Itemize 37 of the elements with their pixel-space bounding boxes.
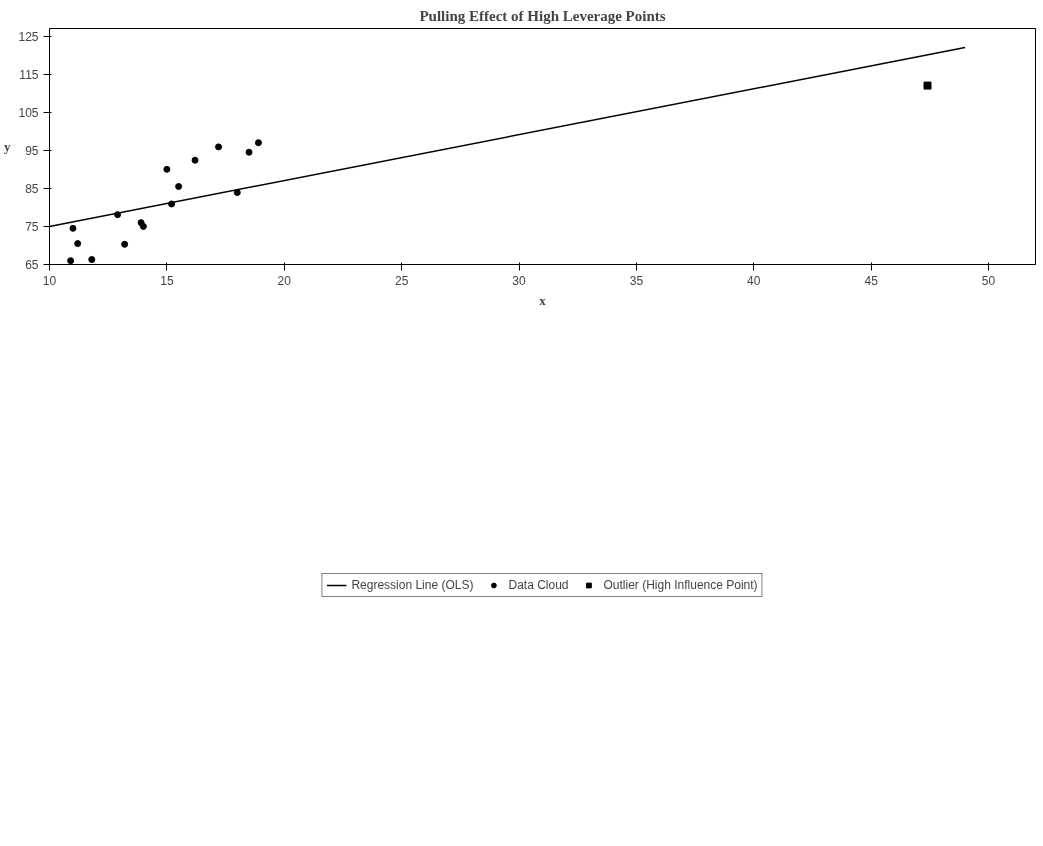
point — [74, 240, 82, 248]
y-tick-label: 105 — [18, 105, 39, 120]
y-tick-label: 85 — [25, 181, 39, 196]
point — [163, 165, 171, 173]
x-tick-label: 25 — [394, 273, 409, 288]
y-tick-label: 125 — [18, 29, 39, 44]
point — [121, 240, 129, 248]
y-tick-label: 65 — [25, 258, 39, 272]
y-axis-title: y — [3, 139, 11, 154]
x-tick-label: 40 — [747, 273, 761, 288]
point — [254, 139, 262, 147]
x-tick-label: 50 — [981, 273, 996, 288]
point — [245, 148, 253, 156]
x-tick-label: 10 — [42, 273, 57, 288]
point — [175, 182, 183, 190]
point — [215, 143, 223, 151]
x-tick-label: 45 — [864, 273, 879, 288]
point — [191, 156, 199, 164]
point — [69, 224, 77, 232]
y-tick-label: 75 — [25, 219, 39, 234]
x-tick-label: 15 — [160, 273, 174, 288]
x-tick-label: 30 — [512, 273, 527, 288]
point — [923, 81, 932, 90]
y-tick-label: 115 — [19, 67, 39, 82]
legend-label: Data Cloud — [508, 578, 569, 592]
x-tick-label: 35 — [629, 273, 644, 288]
legend-label: Outlier (High Influence Point) — [603, 578, 758, 592]
x-axis-title: x — [539, 292, 547, 308]
y-tick-label: 95 — [25, 143, 39, 158]
point — [114, 211, 122, 219]
point — [67, 257, 75, 265]
point — [88, 256, 96, 264]
point — [168, 200, 176, 208]
point — [233, 189, 241, 197]
x-tick-label: 20 — [277, 273, 292, 288]
legend-label: Regression Line (OLS) — [351, 578, 474, 592]
chart-title: Pulling Effect of High Leverage Points — [419, 7, 666, 24]
